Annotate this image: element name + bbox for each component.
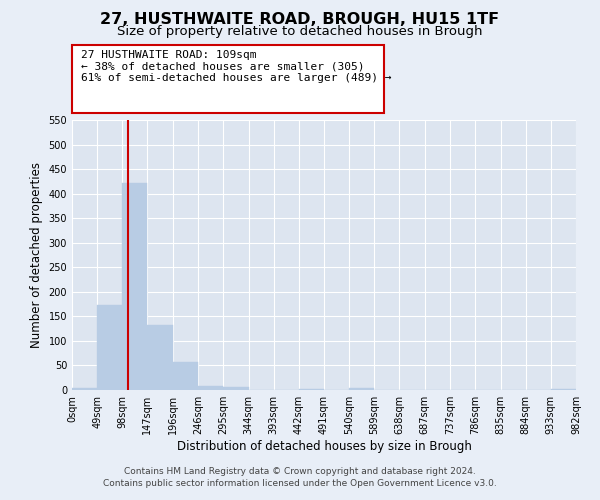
- Bar: [173, 362, 198, 390]
- Text: 27, HUSTHWAITE ROAD, BROUGH, HU15 1TF: 27, HUSTHWAITE ROAD, BROUGH, HU15 1TF: [100, 12, 500, 28]
- Bar: [72, 388, 97, 390]
- Bar: [299, 388, 324, 390]
- Bar: [198, 386, 223, 390]
- Bar: [349, 388, 374, 390]
- Bar: [97, 305, 122, 390]
- Text: Contains HM Land Registry data © Crown copyright and database right 2024.: Contains HM Land Registry data © Crown c…: [124, 467, 476, 476]
- Text: 27 HUSTHWAITE ROAD: 109sqm
← 38% of detached houses are smaller (305)
61% of sem: 27 HUSTHWAITE ROAD: 109sqm ← 38% of deta…: [81, 50, 392, 83]
- Y-axis label: Number of detached properties: Number of detached properties: [30, 162, 43, 348]
- Text: Contains public sector information licensed under the Open Government Licence v3: Contains public sector information licen…: [103, 478, 497, 488]
- Bar: [148, 324, 173, 390]
- Bar: [223, 387, 248, 390]
- Text: Size of property relative to detached houses in Brough: Size of property relative to detached ho…: [117, 25, 483, 38]
- Bar: [122, 184, 148, 390]
- Bar: [551, 388, 576, 390]
- X-axis label: Distribution of detached houses by size in Brough: Distribution of detached houses by size …: [176, 440, 472, 453]
